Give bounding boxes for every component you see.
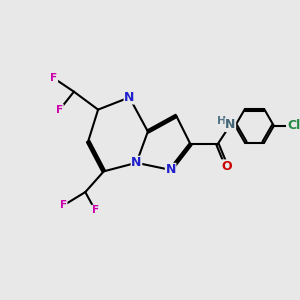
Text: N: N bbox=[225, 118, 236, 131]
Text: N: N bbox=[131, 156, 142, 169]
Text: N: N bbox=[124, 91, 135, 104]
Text: Cl: Cl bbox=[288, 119, 300, 132]
Text: H: H bbox=[218, 116, 226, 126]
Text: O: O bbox=[221, 160, 232, 173]
Text: N: N bbox=[165, 164, 176, 176]
Text: F: F bbox=[50, 73, 58, 83]
Text: F: F bbox=[92, 205, 99, 215]
Text: F: F bbox=[60, 200, 67, 211]
Text: F: F bbox=[56, 105, 63, 115]
